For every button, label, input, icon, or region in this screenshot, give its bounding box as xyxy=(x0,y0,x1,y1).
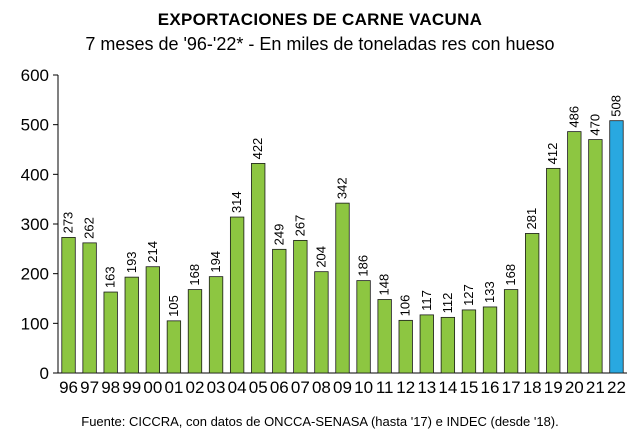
x-axis: 96 97 98 99 00 01 02 03 04 05 06 07 08 09 10 11 12 13 14 15… xyxy=(58,372,627,397)
x-tick-label: 96 xyxy=(59,378,78,397)
data-label: 168 xyxy=(503,264,518,286)
data-label: 342 xyxy=(335,177,350,199)
bar-05 xyxy=(251,163,266,374)
chart-title: EXPORTACIONES DE CARNE VACUNA xyxy=(157,10,483,29)
bar-96 xyxy=(61,237,76,374)
data-label: 412 xyxy=(545,143,560,165)
bar-98 xyxy=(103,291,118,374)
bar-21 xyxy=(588,139,603,374)
data-label: 204 xyxy=(313,246,328,268)
data-label: 214 xyxy=(145,241,160,263)
data-label: 273 xyxy=(61,212,76,234)
data-label: 267 xyxy=(292,215,307,237)
bar-18 xyxy=(525,233,540,374)
data-label: 422 xyxy=(250,138,265,160)
x-tick-label: 21 xyxy=(586,378,605,397)
x-tick-label: 19 xyxy=(544,378,563,397)
data-label: 262 xyxy=(82,217,97,239)
chart-subtitle: 7 meses de '96-'22* - En miles de tonela… xyxy=(85,34,555,54)
y-tick-label: 0 xyxy=(40,364,49,383)
bar-17 xyxy=(503,289,519,374)
x-tick-label: 03 xyxy=(207,378,226,397)
x-tick-label: 09 xyxy=(333,378,352,397)
source-note: Fuente: CICCRA, con datos de ONCCA-SENAS… xyxy=(81,414,559,429)
x-tick-label: 05 xyxy=(249,378,268,397)
x-tick-label: 17 xyxy=(502,378,521,397)
x-tick-label: 22 xyxy=(607,378,626,397)
bar-10 xyxy=(356,280,371,374)
y-tick-label: 600 xyxy=(21,66,49,85)
y-tick-label: 100 xyxy=(21,314,49,333)
bar-03 xyxy=(208,276,224,374)
bar-08 xyxy=(314,271,329,374)
x-tick-label: 97 xyxy=(80,378,99,397)
x-tick-label: 01 xyxy=(164,378,183,397)
x-tick-label: 14 xyxy=(438,378,457,397)
data-labels: 273 262 163 193 214 105 168 194 314 422 249 267 204 3… xyxy=(61,95,624,317)
y-tick-label: 400 xyxy=(21,165,49,184)
x-tick-label: 15 xyxy=(459,378,478,397)
bar-02 xyxy=(187,289,203,374)
bar-09 xyxy=(335,202,350,374)
bar-01 xyxy=(166,320,182,374)
bar-22 xyxy=(609,120,624,374)
data-label: 508 xyxy=(608,95,623,117)
bar-11 xyxy=(377,299,392,374)
x-tick-label: 12 xyxy=(396,378,415,397)
y-axis: 0 100 200 300 400 500 600 xyxy=(21,66,59,383)
data-label: 148 xyxy=(377,274,392,296)
y-tick-label: 500 xyxy=(21,116,49,135)
data-label: 117 xyxy=(419,290,434,311)
data-label: 163 xyxy=(103,266,118,288)
data-label: 194 xyxy=(208,251,223,273)
x-tick-label: 18 xyxy=(523,378,542,397)
data-label: 249 xyxy=(271,224,286,246)
bar-06 xyxy=(272,248,287,374)
bar-14 xyxy=(440,316,456,374)
data-label: 112 xyxy=(440,293,455,314)
y-tick-label: 200 xyxy=(21,265,49,284)
bar-19 xyxy=(546,167,561,374)
bar-07 xyxy=(293,239,308,374)
data-label: 106 xyxy=(398,295,413,317)
bar-00 xyxy=(145,266,160,374)
x-tick-label: 10 xyxy=(354,378,373,397)
x-tick-label: 00 xyxy=(143,378,162,397)
bar-12 xyxy=(398,319,413,374)
bars xyxy=(61,120,624,374)
x-tick-label: 02 xyxy=(186,378,205,397)
data-label: 470 xyxy=(587,114,602,136)
data-label: 281 xyxy=(524,208,539,230)
bar-16 xyxy=(482,306,498,374)
x-tick-label: 20 xyxy=(565,378,584,397)
x-tick-label: 13 xyxy=(417,378,436,397)
x-tick-label: 98 xyxy=(101,378,120,397)
data-label: 127 xyxy=(461,284,476,306)
data-label: 105 xyxy=(166,295,181,317)
x-tick-label: 06 xyxy=(270,378,289,397)
bar-13 xyxy=(419,314,434,374)
x-tick-label: 99 xyxy=(122,378,141,397)
data-label: 168 xyxy=(187,264,202,286)
bar-04 xyxy=(229,216,245,374)
data-label: 186 xyxy=(356,255,371,277)
data-label: 193 xyxy=(124,251,139,273)
x-tick-label: 08 xyxy=(312,378,331,397)
bar-99 xyxy=(124,276,139,374)
y-tick-label: 300 xyxy=(21,215,49,234)
x-tick-label: 07 xyxy=(291,378,310,397)
x-tick-label: 16 xyxy=(481,378,500,397)
bar-15 xyxy=(461,309,477,374)
x-tick-label: 11 xyxy=(376,378,394,397)
data-label: 314 xyxy=(229,191,244,213)
bar-97 xyxy=(82,242,97,374)
data-label: 133 xyxy=(482,281,497,303)
bar-20 xyxy=(567,131,582,374)
x-tick-label: 04 xyxy=(228,378,247,397)
data-label: 486 xyxy=(566,106,581,128)
